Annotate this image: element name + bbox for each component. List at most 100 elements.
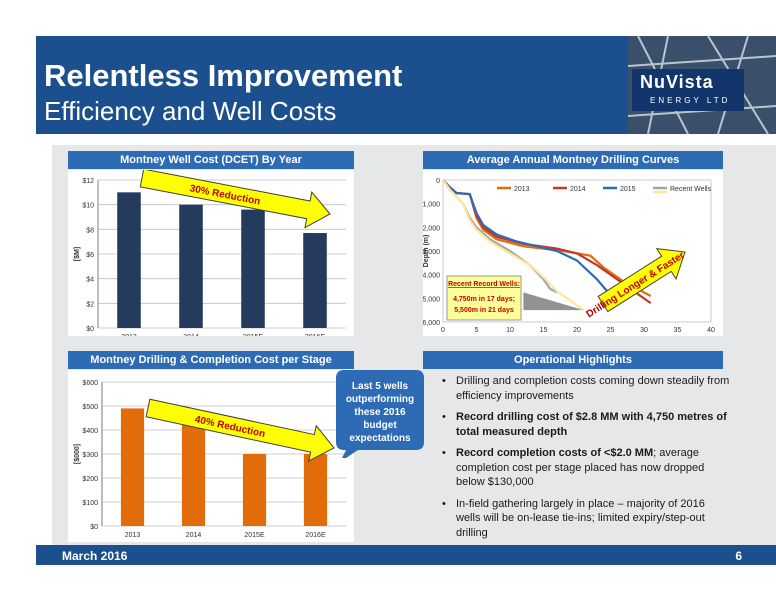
x-tick-label: 2014 <box>186 532 202 539</box>
bullet-dot: • <box>442 497 446 510</box>
legend-label: 2015 <box>620 186 636 193</box>
bullet-dot: • <box>442 411 446 423</box>
bar <box>242 454 267 526</box>
y-tick-label: $400 <box>82 428 98 435</box>
faster-arrow-label: Drilling Longer & Faster <box>584 250 686 320</box>
y-axis-title: Depth (m) <box>423 235 430 268</box>
y-tick-label: 2,000 <box>423 225 440 232</box>
y-tick-label: $500 <box>82 404 98 411</box>
highlights-list: • Drilling and completion costs coming do… <box>440 374 730 547</box>
highlight-text: Drilling and completion costs coming dow… <box>456 375 730 402</box>
series-line <box>442 179 585 312</box>
stage-cost-panel-title: Montney Drilling & Completion Cost per S… <box>68 351 354 369</box>
x-tick-label: 15 <box>540 327 548 334</box>
highlight-item: • Record completion costs of <$2.0 MM; av… <box>440 446 730 490</box>
x-tick-label: 2015E <box>243 334 264 336</box>
y-tick-label: $0 <box>90 524 98 531</box>
highlight-item: • Drilling and completion costs coming do… <box>440 374 730 403</box>
well-cost-panel: $0$2$4$6$8$10$12201320142015E2016E[$M]30… <box>68 168 354 341</box>
y-axis-title: [$000] <box>74 444 81 464</box>
y-axis-title: [$M] <box>74 247 81 261</box>
highlight-text: ; average completion cost per stage plac… <box>456 447 705 488</box>
y-tick-label: $0 <box>86 326 94 333</box>
footer-date: March 2016 <box>62 549 128 563</box>
x-tick-label: 2014 <box>183 334 199 336</box>
logo-subtext: ENERGY LTD <box>650 96 731 105</box>
y-tick-label: 5,000 <box>423 296 440 303</box>
highlight-item: • In-field gathering largely in place – m… <box>440 497 730 541</box>
drilling-curves-panel-title: Average Annual Montney Drilling Curves <box>423 151 723 169</box>
y-tick-label: $4 <box>86 277 94 284</box>
callout-text: Last 5 wells outperforming these 2016 bu… <box>340 380 420 445</box>
y-tick-label: 0 <box>436 178 440 185</box>
faster-arrow <box>597 247 686 313</box>
y-tick-label: $8 <box>86 227 94 234</box>
record-line: 5,500m in 21 days <box>454 307 514 314</box>
x-tick-label: 2013 <box>125 532 141 539</box>
callout-line: budget <box>363 420 397 431</box>
y-tick-label: $600 <box>82 380 98 387</box>
record-line: 4,750m in 17 days; <box>453 296 515 303</box>
x-tick-label: 40 <box>707 327 715 334</box>
highlight-text-bold: Record drilling cost of $2.8 MM with 4,7… <box>456 411 727 438</box>
page-number: 6 <box>735 549 742 563</box>
y-tick-label: $300 <box>82 452 98 459</box>
callout-line: outperforming <box>345 394 415 405</box>
y-tick-label: $2 <box>86 301 94 308</box>
x-tick-label: 10 <box>506 327 514 334</box>
x-tick-label: 2016E <box>305 334 326 336</box>
highlight-text-bold: Record completion costs of <$2.0 MM <box>456 447 654 459</box>
record-box <box>446 275 522 321</box>
y-tick-label: $100 <box>82 500 98 507</box>
x-tick-label: 2016E <box>305 532 326 539</box>
record-wedge <box>523 292 584 311</box>
legend-label: 2014 <box>570 186 586 193</box>
highlight-text: In-field gathering largely in place – ma… <box>456 497 705 539</box>
y-tick-label: 1,000 <box>423 202 440 209</box>
bullet-dot: • <box>442 447 446 459</box>
highlight-item: • Record drilling cost of $2.8 MM with 4,… <box>440 410 730 439</box>
logo-name: NuVista <box>640 72 714 92</box>
legend-label: 2013 <box>514 186 530 193</box>
y-tick-label: $200 <box>82 476 98 483</box>
record-heading: Recent Record Wells: <box>448 281 520 288</box>
bar <box>241 209 265 328</box>
highlights-panel-title: Operational Highlights <box>423 351 723 369</box>
stage-cost-chart: $0 $100 $200 $300 $400 $500 $600 2013 2014 2015E 2… <box>74 380 346 539</box>
y-tick-label: $10 <box>82 203 94 210</box>
legend-label: Recent Wells <box>670 186 712 193</box>
callout-line: expectations <box>349 433 411 444</box>
well-cost-chart: $0$2$4$6$8$10$12201320142015E2016E[$M]30… <box>74 168 346 341</box>
bar <box>120 408 145 526</box>
callout-line: these 2016 <box>354 407 406 418</box>
company-logo <box>632 69 744 111</box>
y-tick-label: $6 <box>86 252 94 259</box>
bar <box>179 204 203 328</box>
x-tick-label: 25 <box>607 327 615 334</box>
callout-bubble <box>336 370 424 458</box>
bar <box>303 233 327 328</box>
footer-bar <box>36 545 776 565</box>
callout-line: Last 5 wells <box>351 381 409 392</box>
reduction-arrow <box>145 398 335 462</box>
x-tick-label: 5 <box>475 327 479 334</box>
drilling-curves-panel: 0 1,000 2,000 3,000 4,000 5,000 6,000 0 5 10 15 20 2… <box>422 170 723 343</box>
y-tick-label: $12 <box>82 178 94 185</box>
x-tick-label: 35 <box>674 327 682 334</box>
x-tick-label: 0 <box>441 327 445 334</box>
slide-title: Relentless Improvement <box>44 58 403 93</box>
slide-subtitle: Efficiency and Well Costs <box>44 96 337 126</box>
well-cost-panel-title: Montney Well Cost (DCET) By Year <box>68 151 354 169</box>
x-tick-label: 2015E <box>244 532 265 539</box>
stage-cost-panel: $0 $100 $200 $300 $400 $500 $600 2013 2014 2015E 2… <box>68 370 354 542</box>
y-tick-label: 4,000 <box>423 273 440 280</box>
reduction-arrow <box>139 168 331 229</box>
bar <box>117 192 141 328</box>
bar <box>181 422 206 526</box>
left-stripe <box>36 145 52 545</box>
x-tick-label: 20 <box>573 327 581 334</box>
bullet-dot: • <box>442 375 446 387</box>
y-tick-label: 6,000 <box>423 320 440 327</box>
y-tick-label: 3,000 <box>423 249 440 256</box>
